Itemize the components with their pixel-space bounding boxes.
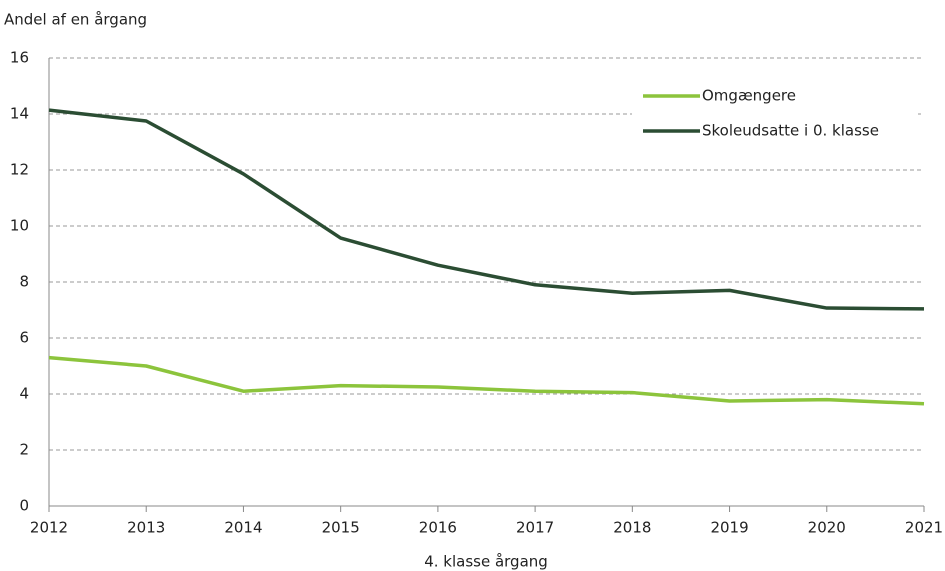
x-tick-label: 2020 — [808, 519, 846, 537]
legend-label: Omgængere — [702, 87, 796, 105]
y-tick-label: 10 — [10, 217, 29, 235]
legend-label: Skoleudsatte i 0. klasse — [702, 122, 879, 140]
x-tick-label: 2015 — [322, 519, 360, 537]
y-tick-label: 12 — [10, 161, 29, 179]
legend-box — [632, 76, 918, 150]
x-tick-label: 2014 — [224, 519, 262, 537]
y-tick-label: 8 — [19, 273, 29, 291]
y-tick-label: 4 — [19, 385, 29, 403]
x-tick-label: 2018 — [613, 519, 651, 537]
x-tick-label: 2013 — [127, 519, 165, 537]
y-axis-label: Andel af en årgang — [4, 11, 147, 29]
x-tick-label: 2017 — [516, 519, 554, 537]
y-tick-label: 16 — [10, 49, 29, 67]
series-line — [48, 108, 925, 311]
x-tick-label: 2021 — [905, 519, 943, 537]
x-tick-label: 2019 — [710, 519, 748, 537]
x-axis-label: 4. klasse årgang — [424, 553, 548, 571]
y-tick-label: 2 — [19, 441, 29, 459]
x-tick-label: 2016 — [419, 519, 457, 537]
x-tick-label: 2012 — [30, 519, 68, 537]
series-line — [48, 355, 925, 406]
y-tick-label: 6 — [19, 329, 29, 347]
y-tick-label: 14 — [10, 105, 29, 123]
y-tick-label: 0 — [19, 497, 29, 515]
